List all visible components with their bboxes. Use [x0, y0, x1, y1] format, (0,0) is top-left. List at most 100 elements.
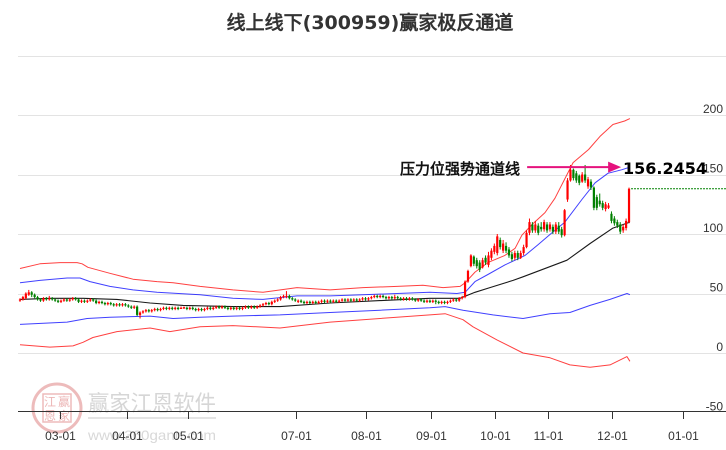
x-tick-label: 11-01 — [534, 429, 564, 443]
candle — [191, 306, 194, 311]
candle-body — [147, 310, 150, 312]
candle — [138, 311, 142, 319]
candle-body — [103, 303, 107, 305]
candle-body — [379, 295, 382, 298]
x-axis: 03-01 04-01 05-01 07-01 08-01 09-01 10-01 11-01… — [18, 411, 726, 443]
candle-body — [349, 299, 352, 301]
candle-body — [302, 301, 306, 304]
candle-body — [329, 300, 332, 302]
candle-body — [340, 299, 344, 301]
candle-body — [569, 169, 572, 181]
candle — [317, 300, 320, 305]
candle — [352, 298, 355, 302]
candle — [168, 306, 171, 311]
candle — [33, 293, 36, 299]
candle — [177, 306, 180, 311]
candle — [431, 299, 434, 304]
candle — [24, 292, 27, 300]
candle-body — [144, 310, 148, 312]
candle-body — [308, 301, 311, 304]
y-tick-label: 200 — [703, 102, 723, 116]
y-tick-label: -50 — [706, 400, 724, 414]
candle — [308, 300, 311, 305]
candle-body — [218, 306, 221, 308]
candle — [455, 298, 458, 302]
chart-title: 线上线下(300959)赢家极反通道 — [227, 11, 514, 34]
candle — [531, 222, 534, 233]
candle-body — [156, 308, 159, 311]
candle — [153, 307, 156, 312]
candle — [238, 306, 241, 311]
y-tick-label: 100 — [703, 221, 723, 235]
candle-body — [200, 308, 203, 311]
x-tick-label: 10-01 — [480, 429, 511, 443]
candle-body — [472, 256, 475, 264]
candle — [264, 301, 268, 306]
candle-body — [223, 306, 227, 308]
candle-body — [338, 300, 341, 302]
candle-body — [39, 299, 42, 301]
candle — [475, 257, 478, 269]
candle — [411, 297, 414, 301]
candle-body — [475, 260, 478, 267]
candle-body — [557, 225, 560, 232]
candle — [364, 297, 367, 301]
candle-body — [220, 306, 224, 308]
candle-body — [584, 174, 587, 181]
candle-body — [229, 307, 232, 309]
candle-body — [165, 307, 168, 309]
candle — [528, 218, 531, 236]
candle-body — [548, 224, 552, 230]
candle-body — [551, 226, 554, 232]
candle — [586, 176, 590, 189]
watermark-logo-char: 恩 — [44, 409, 56, 423]
candle — [218, 305, 221, 309]
arrow-right-icon — [527, 161, 622, 173]
candle-body — [613, 218, 616, 224]
gridlines — [18, 56, 726, 354]
candle-body — [264, 303, 268, 305]
candle — [244, 305, 247, 309]
candle — [267, 301, 270, 306]
candle-body — [273, 300, 276, 302]
candle — [165, 306, 168, 311]
x-tick-label: 03-01 — [45, 429, 76, 443]
candle — [478, 260, 481, 273]
candle — [39, 298, 42, 302]
candle-body — [346, 299, 350, 301]
candle-body — [458, 298, 461, 301]
candle-body — [317, 301, 320, 304]
candle — [141, 310, 145, 314]
candle-body — [232, 307, 235, 309]
candle — [36, 295, 39, 301]
candle-body — [610, 213, 613, 221]
candle — [54, 298, 57, 302]
candle-body — [92, 299, 95, 301]
candle-body — [206, 307, 209, 309]
candle — [285, 291, 288, 299]
candle-body — [619, 224, 622, 232]
candle-body — [77, 299, 80, 302]
candle-body — [543, 222, 546, 230]
candle-body — [545, 224, 549, 231]
candle-body — [616, 222, 619, 226]
candle — [302, 300, 306, 305]
candle-body — [185, 307, 188, 309]
candle — [610, 211, 613, 224]
candle-body — [48, 298, 51, 300]
candle — [393, 294, 396, 300]
x-tick-label: 08-01 — [351, 429, 382, 443]
candle — [405, 297, 408, 301]
candle — [370, 295, 373, 300]
arrow-head-icon — [608, 161, 622, 173]
candle-body — [305, 301, 309, 304]
candle-body — [226, 307, 229, 309]
candle — [387, 295, 391, 300]
candle — [200, 307, 203, 312]
candle — [188, 306, 191, 311]
candle — [226, 306, 229, 311]
candle-body — [235, 307, 238, 309]
candle-body — [408, 298, 411, 300]
candle — [440, 300, 443, 305]
